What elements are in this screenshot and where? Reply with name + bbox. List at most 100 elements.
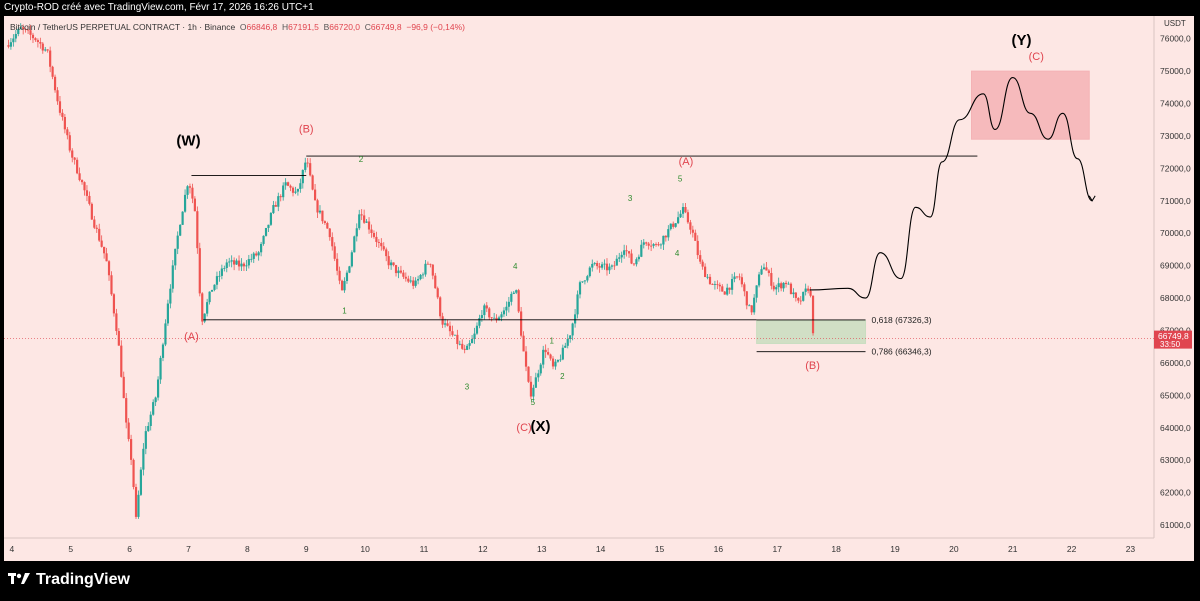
footer-bar: TradingView — [0, 561, 1200, 601]
candle-body — [493, 317, 496, 319]
support-zone — [756, 320, 867, 344]
candle-body — [451, 331, 454, 335]
symbol-title[interactable]: Bitcoin / TetherUS PERPETUAL CONTRACT · … — [10, 22, 236, 32]
candle-body — [73, 157, 76, 160]
x-tick-label-6: 10 — [360, 544, 370, 554]
candle-body — [68, 135, 71, 151]
x-tick-label-3: 7 — [186, 544, 191, 554]
candle-body — [789, 283, 793, 295]
wave-label-14: 1 — [550, 336, 555, 345]
candle-body — [299, 183, 302, 189]
candle-body — [463, 348, 466, 350]
candle-body — [642, 242, 645, 245]
candle-body — [127, 422, 130, 440]
candle-body — [679, 213, 682, 218]
candle-body — [799, 300, 802, 302]
candle-body — [338, 270, 341, 281]
candle-body — [44, 49, 47, 51]
candle-body — [443, 323, 447, 325]
candle-body — [699, 255, 702, 262]
candle-body — [267, 224, 270, 228]
candle-body — [76, 159, 79, 174]
low-value: 66720,0 — [329, 22, 361, 32]
y-tick-label-5: 66000,0 — [1160, 358, 1191, 368]
candle-body — [608, 266, 611, 271]
candle-body — [554, 361, 557, 367]
candle-body — [397, 270, 400, 274]
candle-body — [500, 314, 503, 318]
candle-body — [571, 323, 574, 336]
candle-body — [110, 275, 113, 295]
y-tick-label-12: 73000,0 — [1160, 131, 1191, 141]
x-tick-label-0: 4 — [10, 544, 15, 554]
candle-body — [689, 222, 692, 230]
candle-body — [98, 228, 101, 241]
x-tick-label-10: 14 — [596, 544, 606, 554]
x-tick-label-5: 9 — [304, 544, 309, 554]
candle-body — [88, 195, 91, 204]
candle-body — [730, 279, 734, 290]
candle-body — [294, 191, 297, 193]
candle-body — [662, 235, 665, 245]
open-label: O — [239, 22, 247, 32]
candle-body — [421, 274, 425, 276]
candle-body — [353, 236, 356, 253]
candle-body — [336, 258, 339, 271]
candle-body — [495, 317, 498, 321]
candle-body — [34, 38, 37, 41]
candle-body — [417, 279, 420, 281]
candle-body — [252, 253, 255, 259]
wave-label-18: 5 — [678, 174, 683, 183]
candle-body — [326, 223, 329, 229]
candle-body — [588, 267, 591, 277]
candle-body — [350, 252, 353, 267]
fib-label-1: 0,786 (66346,3) — [872, 347, 932, 357]
candle-body — [556, 359, 560, 362]
candle-body — [392, 262, 395, 266]
candle-body — [777, 283, 780, 288]
candle-body — [12, 38, 15, 43]
candle-body — [382, 246, 385, 250]
brand-name: TradingView — [36, 571, 130, 588]
brand[interactable]: TradingView — [8, 571, 130, 589]
candle-body — [304, 162, 307, 170]
candle-body — [461, 343, 464, 349]
candle-body — [19, 27, 22, 30]
candle-body — [458, 343, 461, 345]
candle-body — [802, 291, 805, 301]
candle-body — [31, 34, 35, 39]
x-tick-label-9: 13 — [537, 544, 547, 554]
candle-body — [159, 357, 162, 380]
candle-body — [654, 244, 658, 245]
candle-body — [26, 29, 30, 31]
candle-body — [80, 180, 84, 183]
x-tick-label-12: 16 — [714, 544, 724, 554]
candle-body — [718, 284, 721, 287]
candle-body — [149, 414, 152, 426]
candle-body — [794, 292, 797, 298]
candle-body — [677, 217, 680, 224]
candle-body — [431, 264, 434, 276]
chart-area[interactable]: Bitcoin / TetherUS PERPETUAL CONTRACT · … — [4, 16, 1194, 561]
candle-body — [510, 293, 513, 302]
candle-body — [419, 274, 422, 280]
candle-body — [625, 250, 628, 252]
candle-body — [257, 252, 260, 256]
y-tick-label-3: 64000,0 — [1160, 423, 1191, 433]
candle-body — [93, 219, 96, 228]
candle-body — [291, 187, 295, 193]
candle-body — [112, 294, 116, 314]
candle-body — [301, 169, 304, 184]
candle-body — [598, 266, 601, 268]
candle-body — [809, 290, 812, 296]
close-label: C — [364, 22, 371, 32]
candle-body — [333, 246, 336, 259]
candle-body — [277, 196, 280, 207]
price-chart[interactable]: 0,618 (67326,3) 0,786 (66346,3) (W) (B) (A) (… — [4, 16, 1194, 561]
candle-body — [659, 244, 663, 246]
candle-body — [390, 262, 393, 266]
candle-body — [610, 265, 613, 267]
candle-body — [726, 287, 729, 295]
candle-body — [600, 264, 604, 268]
candle-body — [164, 323, 167, 345]
